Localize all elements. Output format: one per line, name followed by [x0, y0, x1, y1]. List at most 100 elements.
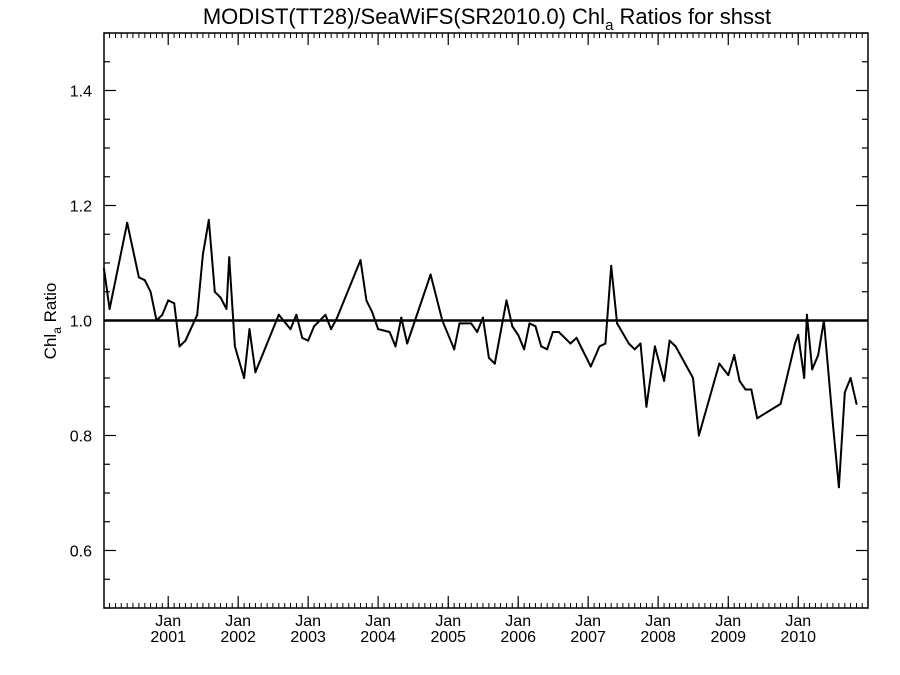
x-tick-label-month: Jan — [365, 613, 391, 630]
data-point — [243, 377, 246, 379]
data-point — [248, 328, 251, 331]
x-tick-label-month: Jan — [435, 613, 461, 630]
data-point — [173, 302, 176, 305]
chart-title-subscript: a — [605, 17, 614, 34]
data-point — [817, 354, 820, 356]
data-point — [400, 316, 403, 319]
data-point — [225, 308, 228, 310]
data-point — [505, 299, 508, 302]
data-point — [184, 339, 187, 342]
data-point — [756, 417, 759, 420]
data-point — [155, 319, 158, 322]
data-point — [674, 345, 677, 348]
x-tick-label-month: Jan — [155, 613, 181, 630]
data-point — [301, 336, 304, 339]
data-point — [627, 342, 630, 345]
data-point — [589, 365, 592, 368]
data-point — [377, 328, 380, 331]
data-point — [534, 325, 537, 328]
data-point — [394, 345, 397, 348]
data-point — [540, 345, 543, 348]
data-point — [779, 402, 782, 405]
y-axis-label-prefix: Chl — [41, 334, 60, 360]
y-axis-label-subscript: a — [50, 327, 64, 334]
data-point — [336, 316, 339, 319]
y-tick-label: 0.8 — [70, 429, 92, 446]
data-point — [476, 331, 479, 333]
y-tick-label: 1.2 — [70, 199, 92, 216]
x-tick-label-year: 2001 — [150, 629, 186, 646]
data-point — [569, 342, 572, 345]
data-point — [406, 342, 409, 345]
data-point — [313, 325, 316, 328]
data-point — [604, 342, 607, 345]
data-point — [330, 328, 333, 331]
x-tick-label-year: 2004 — [360, 629, 396, 646]
y-tick-label: 0.6 — [70, 544, 92, 561]
x-tick-label-month: Jan — [225, 613, 251, 630]
data-point — [254, 371, 257, 374]
data-point — [610, 264, 613, 267]
data-point — [546, 348, 549, 351]
data-point — [797, 333, 800, 336]
data-point — [697, 434, 700, 437]
y-tick-label: 1.0 — [70, 314, 92, 331]
data-point — [196, 313, 199, 316]
data-point — [201, 253, 204, 256]
data-point — [575, 336, 578, 339]
data-point — [126, 221, 129, 224]
y-axis-label: Chla Ratio — [41, 283, 64, 360]
data-point — [307, 339, 310, 342]
data-point — [388, 331, 391, 333]
data-point — [843, 391, 846, 394]
data-point — [277, 313, 280, 316]
y-tick-label: 1.4 — [70, 84, 92, 101]
chart-title-prefix: MODIST(TT28)/SeaWiFS(SR2010.0) Chl — [203, 4, 605, 29]
data-point — [143, 279, 146, 282]
x-tick-label-month: Jan — [575, 613, 601, 630]
data-point — [481, 316, 484, 319]
data-point — [653, 345, 656, 348]
data-point — [633, 348, 636, 351]
data-point — [822, 319, 825, 322]
data-point — [803, 377, 806, 379]
data-point — [207, 218, 210, 221]
data-point — [557, 331, 560, 333]
data-point — [645, 405, 648, 408]
data-point — [639, 342, 642, 345]
data-point — [831, 423, 834, 425]
data-point — [458, 322, 461, 325]
data-point — [794, 342, 796, 345]
x-tick-label-year: 2002 — [220, 629, 256, 646]
data-point — [149, 290, 152, 293]
data-point — [371, 310, 374, 313]
data-point — [470, 322, 473, 325]
data-point — [108, 308, 111, 310]
x-tick-label-year: 2006 — [500, 629, 536, 646]
data-point — [692, 377, 694, 379]
data-point — [738, 379, 741, 382]
x-tick-label-year: 2010 — [780, 629, 816, 646]
x-tick-label-year: 2005 — [430, 629, 466, 646]
data-point — [668, 339, 671, 342]
data-point — [213, 290, 216, 293]
data-point — [811, 368, 814, 371]
data-point — [324, 313, 327, 316]
data-point — [733, 354, 736, 356]
data-point — [167, 299, 170, 302]
data-point — [750, 388, 753, 391]
data-point — [598, 345, 601, 348]
data-point — [837, 486, 840, 489]
data-point — [359, 259, 362, 262]
x-tick-label-month: Jan — [645, 613, 671, 630]
data-point — [849, 377, 852, 379]
data-point — [233, 345, 236, 348]
data-point — [289, 328, 292, 331]
data-point — [295, 313, 298, 316]
x-minor-ticks — [103, 33, 863, 608]
data-point — [219, 296, 222, 299]
x-tick-label-year: 2007 — [570, 629, 606, 646]
data-point — [744, 388, 747, 391]
x-tick-label-month: Jan — [505, 613, 531, 630]
